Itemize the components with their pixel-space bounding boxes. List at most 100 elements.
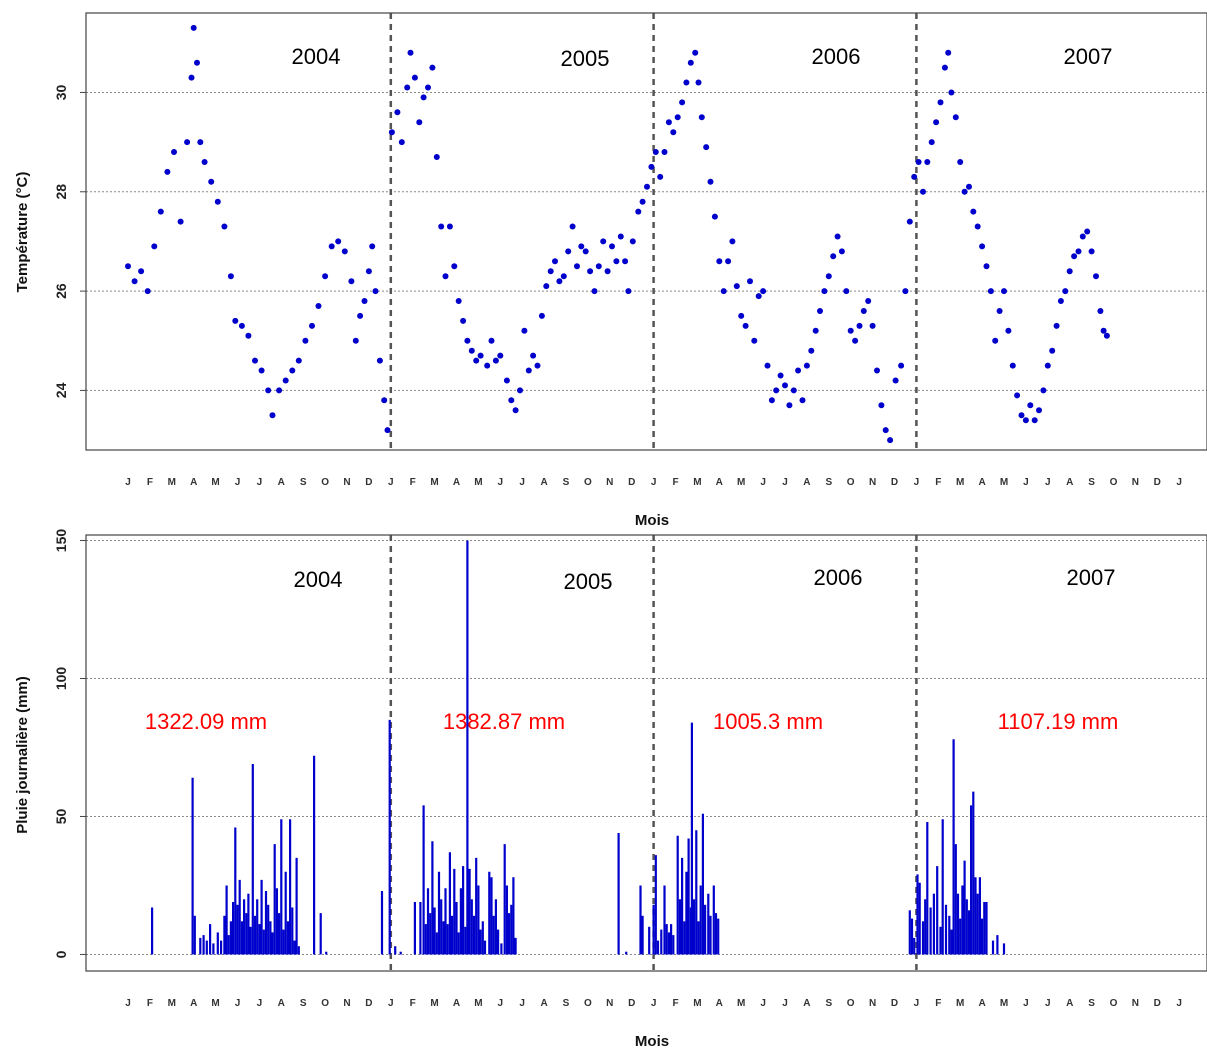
temperature-month-tick-label: O — [584, 477, 592, 488]
temperature-month-tick-label: M — [693, 477, 701, 488]
temperature-point — [171, 149, 177, 155]
rainfall-month-tick-label: A — [453, 998, 460, 1009]
rainfall-month-tick-label: A — [1066, 998, 1073, 1009]
temperature-point — [525, 367, 532, 374]
temperature-point — [194, 59, 200, 66]
temperature-point — [703, 144, 710, 151]
temperature-y-tick-label: 30 — [53, 84, 69, 100]
temperature-point — [1053, 322, 1060, 329]
temperature-point — [365, 268, 372, 275]
temperature-point — [966, 183, 972, 190]
temperature-point — [924, 159, 931, 165]
temperature-point — [1031, 417, 1038, 424]
temperature-point — [679, 99, 686, 106]
temperature-point — [595, 263, 602, 270]
temperature-point — [446, 223, 453, 230]
rainfall-month-tick-label: M — [430, 998, 438, 1009]
temperature-month-tick-label: M — [956, 477, 964, 488]
temperature-point — [508, 397, 515, 404]
temperature-point — [1014, 392, 1021, 399]
temperature-month-tick-label: J — [914, 477, 920, 488]
temperature-point — [725, 258, 732, 265]
rainfall-month-tick-label: O — [321, 998, 329, 1009]
temperature-point — [190, 24, 197, 31]
temperature-point — [698, 114, 705, 121]
temperature-point — [1009, 362, 1016, 369]
temperature-point — [657, 173, 664, 180]
temperature-point — [252, 357, 258, 364]
temperature-month-tick-label: M — [474, 477, 482, 488]
temperature-month-tick-label: D — [891, 477, 898, 488]
temperature-month-tick-label: J — [760, 477, 766, 488]
temperature-point — [970, 208, 977, 215]
temperature-point — [711, 213, 718, 220]
temperature-x-axis-title: Mois — [635, 512, 669, 529]
temperature-month-tick-label: M — [211, 477, 219, 488]
temperature-point — [201, 159, 208, 165]
temperature-point — [695, 79, 702, 86]
rainfall-month-tick-label: A — [978, 998, 985, 1009]
rainfall-bars — [151, 540, 1006, 955]
temperature-year-label-2004: 2004 — [292, 44, 341, 69]
rainfall-month-tick-label: M — [474, 998, 482, 1009]
temperature-month-tick-label: J — [1176, 477, 1182, 488]
temperature-point — [530, 352, 537, 359]
temperature-panel: 24 26 28 30 J F M A M J J A S O N D J F M A M J J A S O N D J F M A M J J… — [14, 12, 1207, 529]
rainfall-month-tick-label: J — [1176, 998, 1182, 1009]
temperature-point — [451, 263, 458, 270]
temperature-year-label-2006: 2006 — [812, 44, 861, 69]
temperature-point — [1040, 387, 1047, 394]
temperature-point — [265, 387, 272, 394]
rainfall-month-tick-label: F — [410, 998, 416, 1009]
temperature-point — [707, 178, 714, 185]
temperature-point — [843, 288, 850, 295]
temperature-point — [328, 243, 335, 250]
temperature-point — [882, 427, 889, 434]
temperature-point — [983, 263, 990, 270]
rainfall-month-tick-label: S — [825, 998, 832, 1009]
temperature-point — [869, 322, 876, 329]
temperature-month-tick-label: M — [1000, 477, 1008, 488]
temperature-point — [747, 278, 753, 285]
temperature-point — [764, 362, 771, 369]
temperature-point — [188, 74, 195, 81]
rainfall-year-label-2004: 2004 — [294, 567, 343, 592]
temperature-point — [1044, 362, 1051, 369]
rainfall-month-tick-label: J — [760, 998, 766, 1009]
rainfall-month-tick-label: N — [606, 998, 613, 1009]
temperature-point — [1079, 233, 1086, 240]
temperature-month-tick-label: A — [1066, 477, 1073, 488]
temperature-point — [1071, 253, 1078, 260]
temperature-point — [834, 233, 841, 240]
temperature-gridlines — [86, 91, 1207, 391]
temperature-point — [232, 317, 239, 324]
temperature-month-tick-label: A — [278, 477, 285, 488]
temperature-point — [674, 114, 681, 121]
temperature-point — [928, 139, 935, 146]
temperature-point — [1036, 407, 1042, 414]
temperature-month-tick-label: M — [737, 477, 745, 488]
temperature-point — [996, 308, 1003, 314]
temperature-point — [404, 84, 411, 91]
temperature-month-tick-label: S — [563, 477, 570, 488]
temperature-point — [1097, 308, 1104, 314]
temperature-point — [738, 312, 745, 319]
temperature-month-tick-label: F — [672, 477, 678, 488]
rainfall-gridlines — [86, 540, 1207, 955]
temperature-point — [376, 357, 383, 364]
temperature-month-tick-label: N — [343, 477, 350, 488]
temperature-point — [777, 372, 784, 379]
rainfall-month-tick-label: J — [519, 998, 525, 1009]
temperature-point — [503, 377, 510, 384]
rainfall-month-tick-label: A — [540, 998, 547, 1009]
temperature-point — [197, 139, 204, 146]
temperature-point — [1057, 298, 1064, 304]
temperature-point — [622, 258, 629, 265]
temperature-point — [352, 337, 359, 344]
temperature-month-tick-label: N — [869, 477, 876, 488]
rainfall-total-2005: 1382.87 mm — [443, 709, 565, 734]
temperature-point — [341, 248, 348, 255]
temperature-point — [407, 49, 414, 56]
temperature-point — [164, 168, 171, 175]
temperature-month-tick-label: A — [978, 477, 985, 488]
